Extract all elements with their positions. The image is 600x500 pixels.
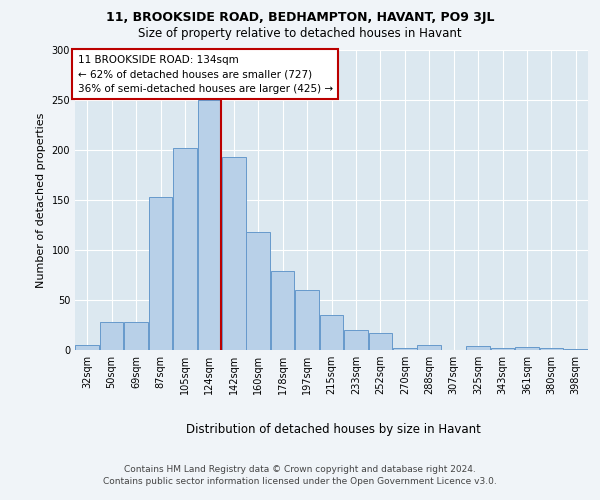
Bar [539, 348, 563, 350]
Bar [368, 333, 392, 350]
Bar [320, 315, 343, 350]
Text: Contains public sector information licensed under the Open Government Licence v3: Contains public sector information licen… [103, 478, 497, 486]
Bar [197, 100, 221, 350]
Text: 11, BROOKSIDE ROAD, BEDHAMPTON, HAVANT, PO9 3JL: 11, BROOKSIDE ROAD, BEDHAMPTON, HAVANT, … [106, 11, 494, 24]
Bar [124, 322, 148, 350]
Bar [466, 346, 490, 350]
Text: 11 BROOKSIDE ROAD: 134sqm
← 62% of detached houses are smaller (727)
36% of semi: 11 BROOKSIDE ROAD: 134sqm ← 62% of detac… [77, 54, 332, 94]
Y-axis label: Number of detached properties: Number of detached properties [36, 112, 46, 288]
Bar [418, 345, 441, 350]
Bar [149, 197, 172, 350]
Bar [564, 349, 587, 350]
Bar [295, 290, 319, 350]
Bar [344, 330, 368, 350]
Text: Size of property relative to detached houses in Havant: Size of property relative to detached ho… [138, 28, 462, 40]
Bar [515, 347, 539, 350]
Bar [100, 322, 124, 350]
Bar [393, 348, 416, 350]
Bar [222, 157, 245, 350]
Bar [271, 271, 295, 350]
Bar [173, 148, 197, 350]
Text: Distribution of detached houses by size in Havant: Distribution of detached houses by size … [185, 422, 481, 436]
Bar [76, 345, 99, 350]
Bar [247, 232, 270, 350]
Text: Contains HM Land Registry data © Crown copyright and database right 2024.: Contains HM Land Registry data © Crown c… [124, 465, 476, 474]
Bar [491, 348, 514, 350]
